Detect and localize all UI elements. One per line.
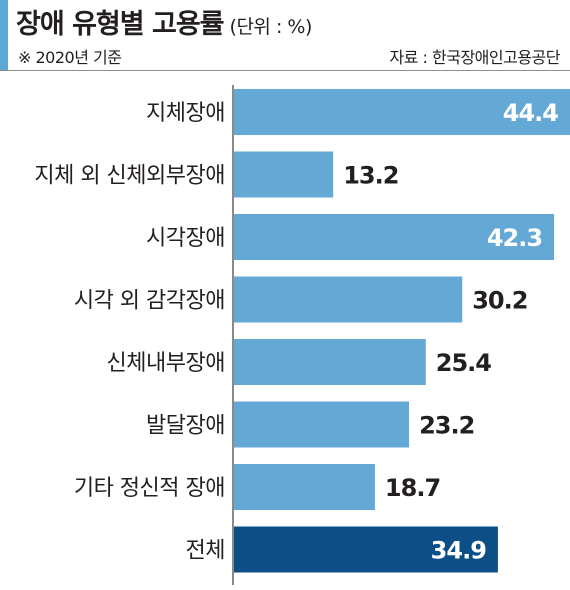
value-label-4: 25.4	[436, 349, 492, 377]
category-label-6: 기타 정신적 장애	[74, 476, 225, 501]
unit-label: (단위 : %)	[229, 16, 313, 38]
category-label-2: 시각장애	[146, 226, 225, 251]
category-label-5: 발달장애	[146, 414, 225, 439]
value-label-2: 42.3	[487, 224, 542, 252]
chart-title-row: 장애 유형별 고용률 (단위 : %)	[16, 2, 312, 41]
bar-3	[233, 276, 463, 323]
bar-7	[233, 526, 498, 573]
category-label-3: 시각 외 감각장애	[74, 289, 225, 314]
bar-4	[233, 339, 426, 385]
value-label-7: 34.9	[431, 537, 487, 565]
source-credit: 자료 : 한국장애인고용공단	[389, 48, 561, 67]
bar-6	[233, 464, 375, 510]
value-label-3: 30.2	[472, 287, 527, 315]
base-year-note: ※ 2020년 기준	[18, 48, 122, 67]
category-label-7: 전체	[186, 539, 225, 564]
value-label-6: 18.7	[385, 474, 440, 502]
bar-5	[233, 401, 410, 448]
category-label-1: 지체 외 신체외부장애	[34, 164, 225, 189]
bar-1	[233, 151, 334, 198]
header-accent-bar	[0, 0, 8, 70]
bar-0	[233, 89, 570, 135]
chart-title: 장애 유형별 고용률	[16, 9, 225, 40]
category-label-4: 신체내부장애	[107, 351, 225, 376]
header-divider	[0, 70, 570, 71]
value-label-0: 44.4	[503, 99, 559, 127]
bar-2	[233, 214, 555, 260]
value-label-1: 13.2	[343, 162, 398, 190]
value-label-5: 23.2	[419, 412, 474, 440]
category-label-0: 지체장애	[146, 101, 225, 126]
category-axis-line	[232, 85, 234, 585]
